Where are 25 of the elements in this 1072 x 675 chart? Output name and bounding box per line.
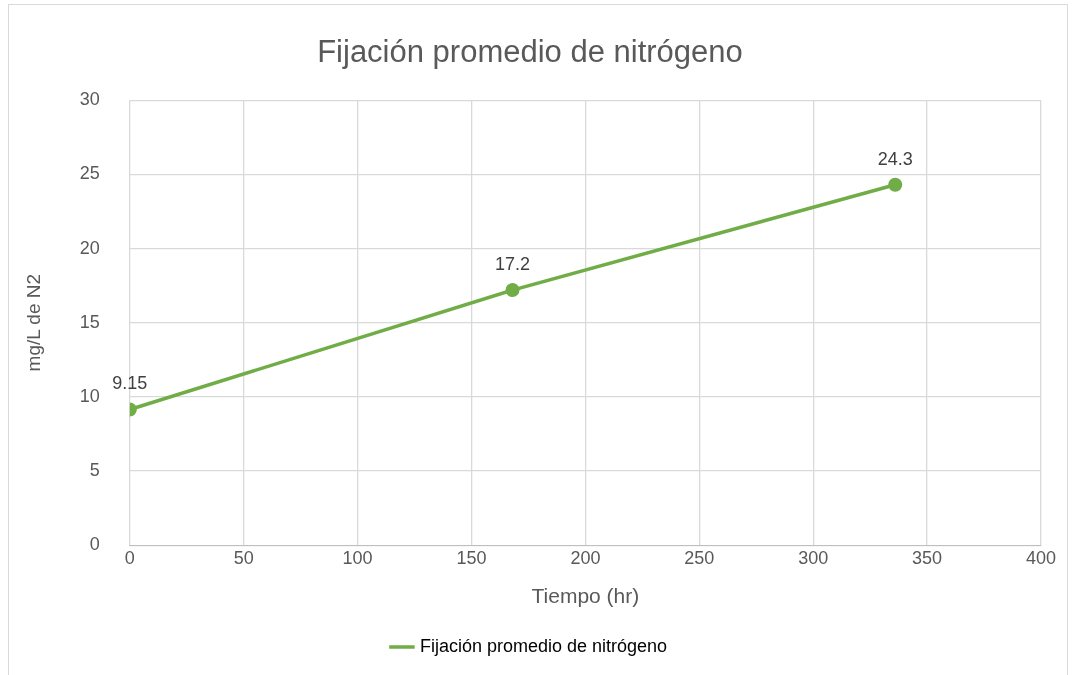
x-tick-label: 200 — [570, 547, 601, 568]
y-tick-label: 5 — [89, 460, 100, 480]
x-tick-label: 400 — [1025, 547, 1057, 568]
y-tick-label: 25 — [79, 163, 100, 184]
y-tick-label: 0 — [89, 534, 100, 555]
y-axis-title: mg/L de N2 — [22, 273, 44, 372]
y-tick-label: 15 — [79, 311, 100, 332]
legend-label: Fijación promedio de nitrógeno — [419, 635, 668, 656]
x-tick-label: 0 — [124, 547, 135, 568]
x-tick-label: 150 — [456, 547, 487, 568]
point — [505, 283, 520, 298]
y-tick-label: 20 — [79, 237, 100, 258]
x-axis-title: Tiempo (hr) — [531, 584, 640, 608]
x-tick-label: 100 — [342, 547, 373, 568]
data-label: 9.15 — [112, 373, 148, 394]
x-tick-label: 50 — [233, 547, 254, 568]
data-label: 17.2 — [494, 254, 531, 275]
y-tick-label: 30 — [79, 89, 100, 110]
point — [888, 177, 903, 192]
chart-title: Fijación promedio de nitrógeno — [317, 34, 743, 70]
y-tick-label: 10 — [79, 385, 100, 406]
x-tick-label: 300 — [798, 547, 829, 568]
x-tick-label: 250 — [684, 547, 715, 568]
x-tick-label: 350 — [912, 547, 943, 568]
data-label: 24.3 — [877, 148, 913, 169]
